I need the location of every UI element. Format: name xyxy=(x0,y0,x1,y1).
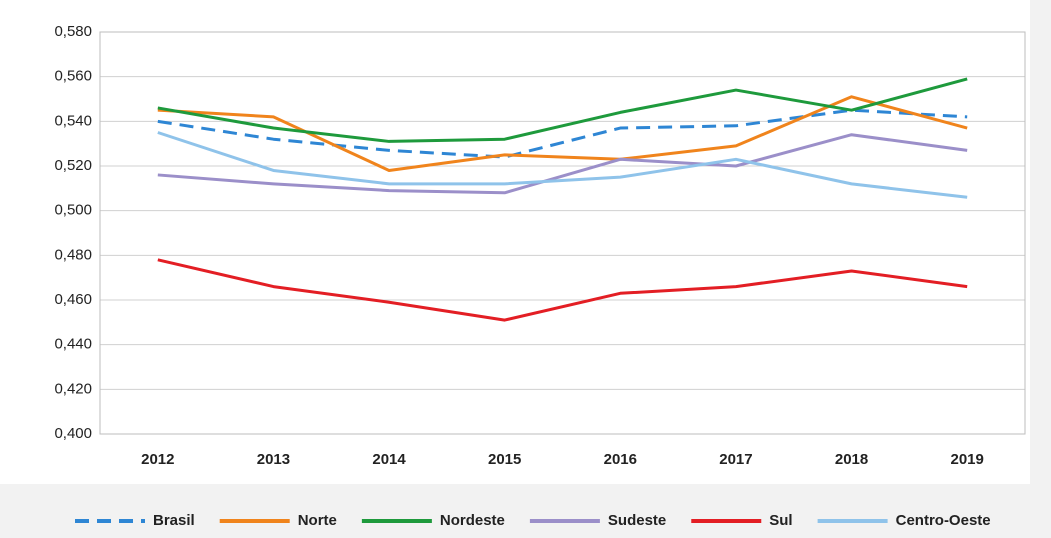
legend-label: Nordeste xyxy=(440,512,505,529)
series-line xyxy=(157,258,968,322)
series-line xyxy=(157,131,968,199)
series-line xyxy=(157,95,968,172)
legend-label: Norte xyxy=(298,512,337,529)
y-tick-label: 0,400 xyxy=(54,425,92,442)
y-tick-label: 0,420 xyxy=(54,380,92,397)
series-line xyxy=(157,133,968,195)
y-tick-label: 0,500 xyxy=(54,202,92,219)
legend-label: Sul xyxy=(769,512,792,529)
x-tick-label: 2018 xyxy=(835,451,868,468)
y-tick-label: 0,480 xyxy=(54,246,92,263)
x-tick-label: 2013 xyxy=(257,451,290,468)
y-tick-label: 0,520 xyxy=(54,157,92,174)
series-line xyxy=(157,77,968,143)
y-tick-label: 0,540 xyxy=(54,112,92,129)
y-tick-label: 0,440 xyxy=(54,336,92,353)
legend-label: Brasil xyxy=(153,512,195,529)
x-tick-label: 2015 xyxy=(488,451,521,468)
legend-label: Sudeste xyxy=(608,512,666,529)
series-line xyxy=(157,108,968,159)
legend-label: Centro-Oeste xyxy=(896,512,991,529)
y-tick-label: 0,460 xyxy=(54,291,92,308)
x-tick-label: 2012 xyxy=(141,451,174,468)
y-tick-label: 0,560 xyxy=(54,68,92,85)
chart-background xyxy=(0,0,1030,484)
x-tick-label: 2016 xyxy=(604,451,637,468)
y-tick-label: 0,580 xyxy=(54,23,92,40)
plot-border xyxy=(99,31,1026,435)
x-tick-label: 2017 xyxy=(719,451,752,468)
x-tick-label: 2014 xyxy=(372,451,406,468)
x-tick-label: 2019 xyxy=(951,451,984,468)
